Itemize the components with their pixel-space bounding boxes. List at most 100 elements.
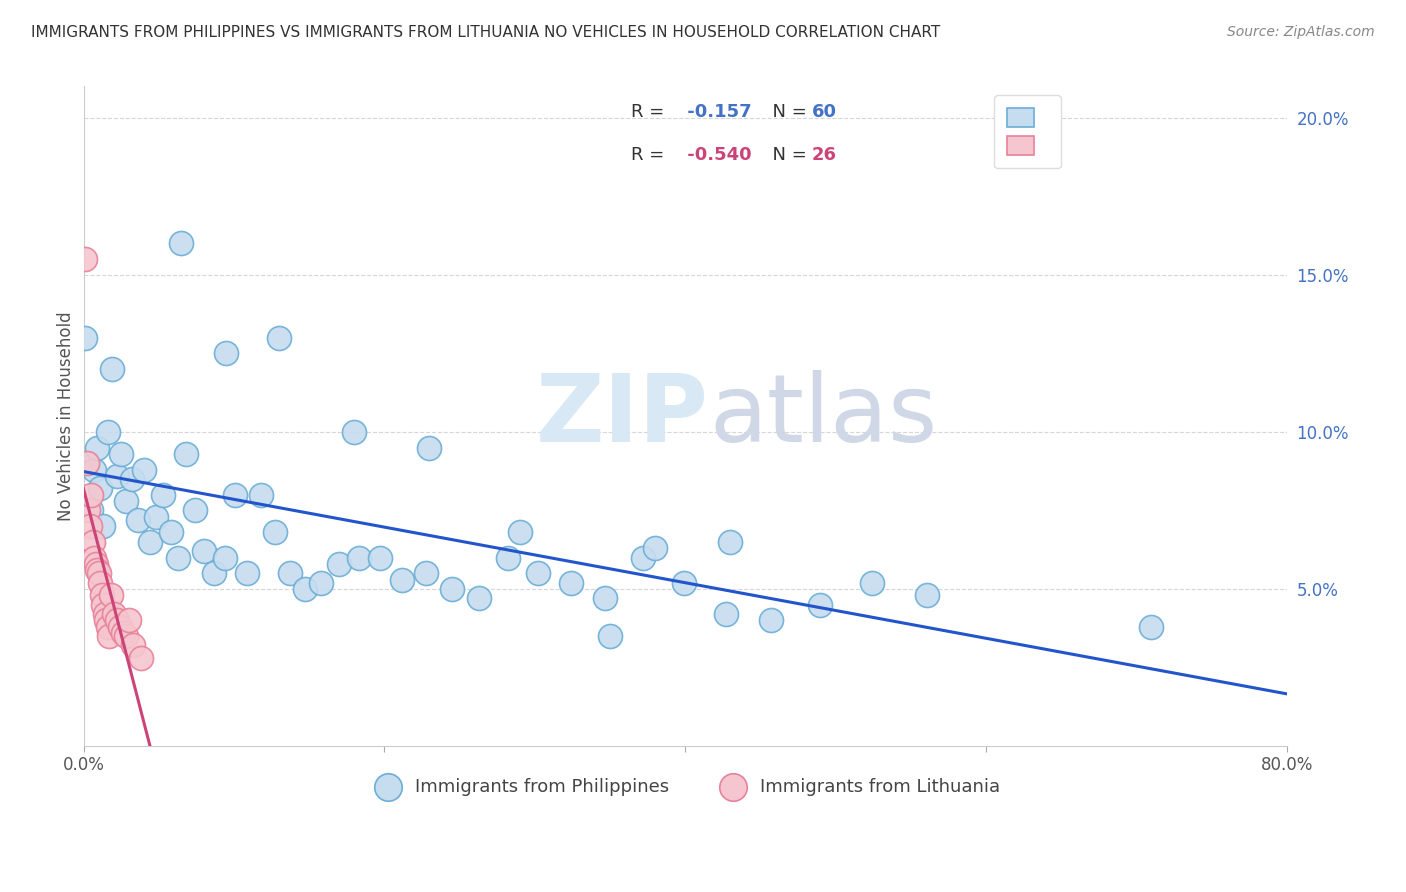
Text: Source: ZipAtlas.com: Source: ZipAtlas.com (1227, 25, 1375, 39)
Point (509, 525, 531, 540)
Text: IMMIGRANTS FROM PHILIPPINES VS IMMIGRANTS FROM LITHUANIA NO VEHICLES IN HOUSEHOL: IMMIGRANTS FROM PHILIPPINES VS IMMIGRANT… (31, 25, 941, 40)
Point (84, 557, 107, 571)
Point (122, 639, 145, 653)
Point (526, 566, 548, 581)
Point (101, 362, 124, 376)
Point (263, 525, 285, 540)
Y-axis label: No Vehicles in Household: No Vehicles in Household (58, 311, 75, 521)
Point (152, 488, 174, 502)
Point (170, 236, 193, 251)
Point (77, 503, 100, 517)
Point (599, 629, 621, 643)
Point (80, 488, 103, 502)
Point (83, 550, 105, 565)
Point (202, 566, 225, 581)
Point (250, 488, 273, 502)
Point (129, 651, 152, 665)
Point (105, 613, 128, 627)
Point (347, 550, 370, 565)
Point (391, 573, 413, 587)
Point (415, 566, 437, 581)
Point (810, 598, 832, 612)
Point (132, 462, 155, 476)
Point (89, 482, 111, 496)
Point (80, 503, 103, 517)
Point (714, 607, 737, 621)
Text: ZIP: ZIP (536, 370, 709, 462)
Point (93, 607, 115, 621)
Point (108, 619, 131, 633)
Point (174, 447, 197, 461)
Point (759, 613, 782, 627)
Point (145, 509, 167, 524)
Point (117, 613, 139, 627)
Point (278, 566, 301, 581)
Point (193, 544, 215, 558)
Text: atlas: atlas (709, 370, 938, 462)
Point (86, 563, 108, 577)
Point (309, 575, 332, 590)
Point (89, 575, 111, 590)
Point (595, 591, 617, 606)
Point (90, 588, 112, 602)
Point (83, 462, 105, 476)
Point (294, 582, 316, 596)
Point (100, 588, 122, 602)
Point (860, 575, 883, 590)
Point (82, 534, 104, 549)
Point (105, 468, 128, 483)
Point (91, 598, 114, 612)
Point (103, 607, 125, 621)
Point (215, 346, 238, 360)
Point (236, 566, 259, 581)
Point (718, 534, 741, 549)
Point (631, 550, 654, 565)
Point (97, 619, 120, 633)
Point (79, 519, 101, 533)
Point (73, 331, 96, 345)
Point (159, 525, 181, 540)
Point (915, 588, 938, 602)
Point (343, 425, 366, 439)
Point (440, 582, 463, 596)
Point (98, 629, 121, 643)
Point (121, 472, 143, 486)
Point (644, 541, 666, 555)
Point (167, 550, 190, 565)
Text: N =: N = (761, 145, 813, 164)
Text: R =: R = (631, 145, 669, 164)
Point (368, 550, 391, 565)
Point (110, 447, 132, 461)
Point (214, 550, 236, 565)
Point (114, 629, 136, 643)
Point (76, 456, 98, 470)
Point (127, 513, 149, 527)
Point (496, 550, 519, 565)
Text: -0.540: -0.540 (682, 145, 752, 164)
Point (418, 441, 440, 455)
Point (86, 441, 108, 455)
Point (560, 575, 582, 590)
Text: 60: 60 (811, 103, 837, 120)
Text: 26: 26 (811, 145, 837, 164)
Point (73, 252, 96, 266)
Point (91, 519, 114, 533)
Point (224, 488, 246, 502)
Point (328, 557, 350, 571)
Point (267, 331, 290, 345)
Point (111, 626, 134, 640)
Point (97, 425, 120, 439)
Point (77, 456, 100, 470)
Legend: Immigrants from Philippines, Immigrants from Lithuania: Immigrants from Philippines, Immigrants … (363, 771, 1007, 803)
Text: R =: R = (631, 103, 669, 120)
Point (94, 613, 117, 627)
Point (184, 503, 207, 517)
Text: N =: N = (761, 103, 813, 120)
Text: -0.157: -0.157 (682, 103, 752, 120)
Point (1140, 619, 1163, 633)
Point (87, 566, 110, 581)
Point (114, 494, 136, 508)
Point (672, 575, 695, 590)
Point (138, 534, 160, 549)
Point (468, 591, 491, 606)
